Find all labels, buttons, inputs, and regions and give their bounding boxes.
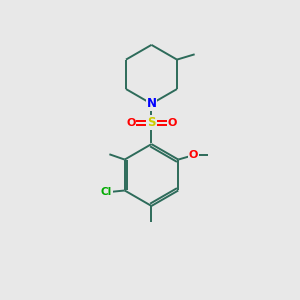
Text: Cl: Cl [101, 187, 112, 197]
Text: O: O [167, 118, 177, 128]
Text: N: N [146, 97, 157, 110]
Text: N: N [146, 97, 157, 110]
Text: O: O [126, 118, 136, 128]
Text: O: O [189, 150, 198, 160]
Text: S: S [147, 116, 156, 129]
